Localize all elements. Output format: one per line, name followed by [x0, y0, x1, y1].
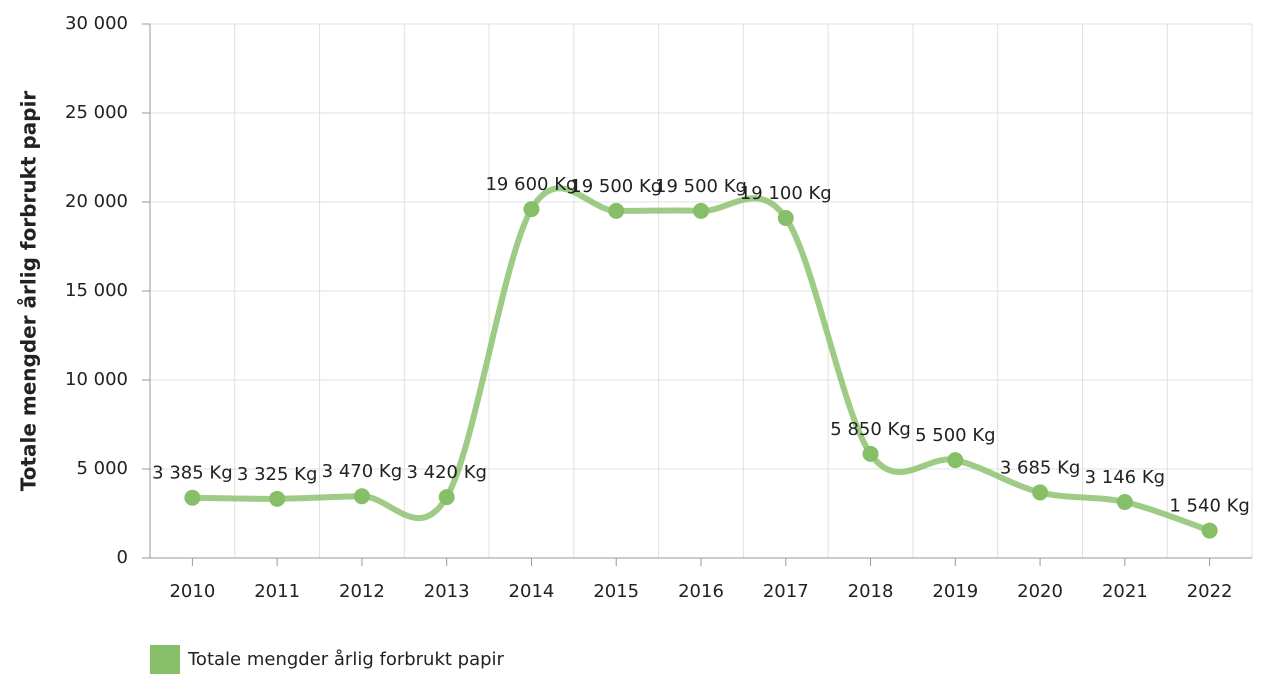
data-label: 3 420 Kg [406, 462, 486, 483]
data-point [693, 202, 709, 219]
y-tick-label: 0 [117, 547, 128, 568]
y-tick-label: 20 000 [65, 191, 128, 212]
data-point [353, 488, 370, 505]
y-tick-label: 5 000 [76, 458, 128, 479]
data-point [1116, 494, 1133, 511]
data-point [862, 445, 879, 462]
x-tick-label: 2017 [763, 581, 809, 602]
x-tick-label: 2022 [1187, 581, 1233, 602]
data-label: 3 470 Kg [322, 461, 402, 482]
data-label: 3 385 Kg [152, 463, 232, 484]
x-tick-label: 2019 [932, 581, 978, 602]
y-axis-title: Totale mengder årlig forbrukt papir [17, 91, 41, 492]
x-tick-label: 2013 [424, 581, 470, 602]
data-point [184, 489, 201, 506]
data-point [1201, 522, 1218, 539]
data-label: 3 325 Kg [237, 464, 317, 485]
data-label: 3 685 Kg [1000, 457, 1080, 478]
x-tick-label: 2015 [593, 581, 639, 602]
x-tick-label: 2014 [509, 581, 555, 602]
data-point [777, 210, 794, 227]
data-label: 1 540 Kg [1169, 496, 1249, 517]
y-tick-label: 15 000 [65, 280, 128, 301]
data-label: 19 600 Kg [485, 174, 577, 195]
x-tick-label: 2012 [339, 581, 385, 602]
data-point [608, 202, 625, 219]
data-point [438, 489, 455, 506]
x-tick-label: 2016 [678, 581, 724, 602]
y-tick-label: 25 000 [65, 102, 128, 123]
x-tick-label: 2018 [848, 581, 894, 602]
data-point [1032, 484, 1049, 501]
data-label: 19 500 Kg [655, 176, 747, 197]
x-tick-label: 2021 [1102, 581, 1148, 602]
x-tick-label: 2011 [254, 581, 300, 602]
data-label: 19 100 Kg [740, 183, 832, 204]
x-tick-label: 2020 [1017, 581, 1063, 602]
data-label: 5 850 Kg [830, 419, 910, 440]
legend-label: Totale mengder årlig forbrukt papir [187, 649, 505, 670]
data-point [523, 201, 540, 218]
x-tick-label: 2010 [169, 581, 215, 602]
data-point [269, 490, 286, 507]
data-label: 3 146 Kg [1085, 467, 1165, 488]
legend-swatch [150, 645, 180, 674]
data-label: 5 500 Kg [915, 425, 995, 446]
data-label: 19 500 Kg [570, 176, 662, 197]
y-tick-label: 10 000 [65, 369, 128, 390]
data-point [947, 452, 964, 469]
y-tick-label: 30 000 [65, 13, 128, 34]
